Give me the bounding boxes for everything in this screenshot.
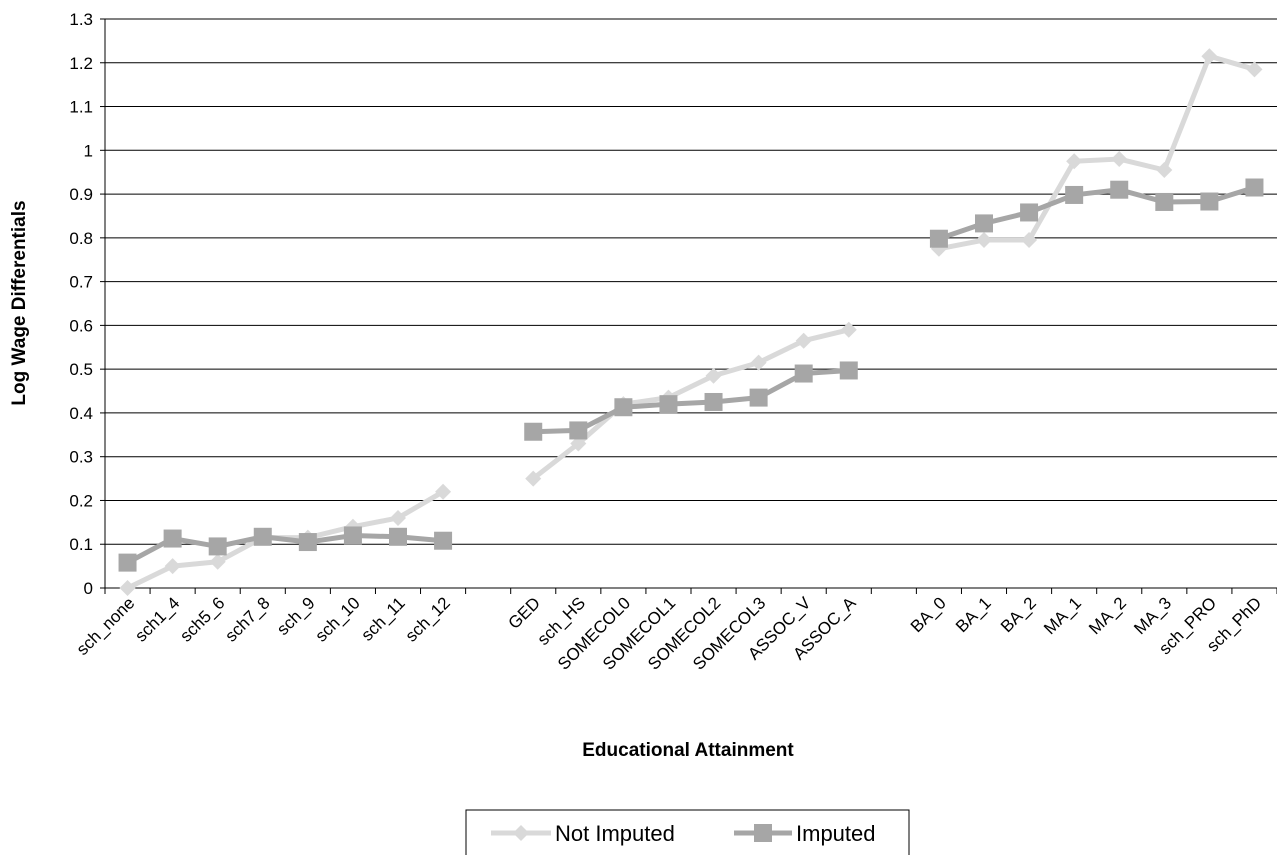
data-point [119,580,136,596]
data-point [164,558,181,575]
data-point [705,367,722,384]
x-tick-label: sch_none [73,593,139,659]
x-tick-label: sch_11 [358,593,409,644]
data-point [975,214,993,233]
x-tick-label: sch1_4 [131,593,183,645]
data-point [704,392,723,411]
y-tick-label: 0.1 [69,535,93,554]
y-tick-label: 1.3 [69,10,93,29]
series-layer [118,48,1264,596]
legend: Not Imputed Imputed [465,809,910,855]
data-point [839,361,858,380]
x-tick-label: sch5_6 [176,593,228,645]
x-tick-label: BA_1 [952,593,995,636]
data-point [749,388,768,407]
data-point [118,553,137,572]
data-point [750,354,767,371]
y-tick-label: 0.6 [69,316,93,335]
y-tick-label: 1.2 [69,54,93,73]
y-tick-label: 0 [84,579,93,598]
data-point [569,421,588,440]
legend-label-not-imputed: Not Imputed [555,821,675,846]
legend-label-imputed: Imputed [796,821,876,846]
x-tick-label: GED [505,593,544,632]
x-tick-label: sch_12 [402,593,454,645]
data-point [209,553,226,570]
y-axis-title: Log Wage Differentials [9,200,30,405]
data-point [1156,162,1173,179]
data-point [1066,153,1083,170]
data-point [794,364,813,383]
legend-marker-not-imputed [513,825,529,841]
y-tick-label: 0.5 [69,360,93,379]
x-tick-label: sch_10 [312,593,364,645]
data-point [1021,232,1038,249]
data-point [208,537,227,556]
data-point [435,483,452,500]
data-point [976,232,992,249]
data-point [524,422,543,441]
data-point [525,470,542,487]
data-point [163,529,182,548]
data-point [434,531,453,550]
data-point [390,509,406,526]
x-tick-label: MA_2 [1085,593,1130,638]
legend-marker-imputed [754,824,772,842]
y-tick-label: 0.3 [69,448,93,467]
data-point [929,229,948,248]
data-point [659,395,678,414]
data-point [840,321,857,338]
x-tick-label: BA_0 [907,593,950,636]
data-point [1246,61,1263,78]
data-point [1110,180,1129,199]
y-tick-label: 1 [84,141,93,160]
data-point [1201,48,1218,65]
y-tick-label: 0.2 [69,491,93,510]
data-point [1200,192,1219,211]
y-tick-label: 1.1 [69,98,93,117]
gridlines [100,18,1277,589]
y-tick-label: 0.4 [69,404,93,423]
data-point [1155,192,1174,211]
x-axis-ticks [104,588,1277,594]
x-tick-label: MA_1 [1040,593,1085,638]
data-point [1111,151,1128,168]
data-point [389,527,407,546]
y-axis-tick-labels: 0 0.1 0.2 0.3 0.4 0.5 0.6 0.7 0.8 0.9 1 1.1 1.2 1.3 [69,10,93,598]
data-point [1065,185,1084,204]
data-point [614,398,633,417]
x-tick-label: sch7_8 [221,593,273,645]
legend-box [465,809,910,855]
data-point [343,526,362,545]
y-tick-label: 0.8 [69,229,93,248]
data-point [1020,203,1039,222]
series-not-imputed [119,48,1263,596]
y-tick-label: 0.7 [69,273,93,292]
y-tick-label: 0.9 [69,185,93,204]
data-point [795,332,812,349]
data-point [253,527,272,546]
data-point [298,533,317,552]
x-tick-label: BA_2 [997,593,1040,636]
data-point [1245,178,1264,197]
x-axis-title: Educational Attainment [582,740,794,761]
series-imputed [118,178,1264,572]
data-point [570,435,587,452]
